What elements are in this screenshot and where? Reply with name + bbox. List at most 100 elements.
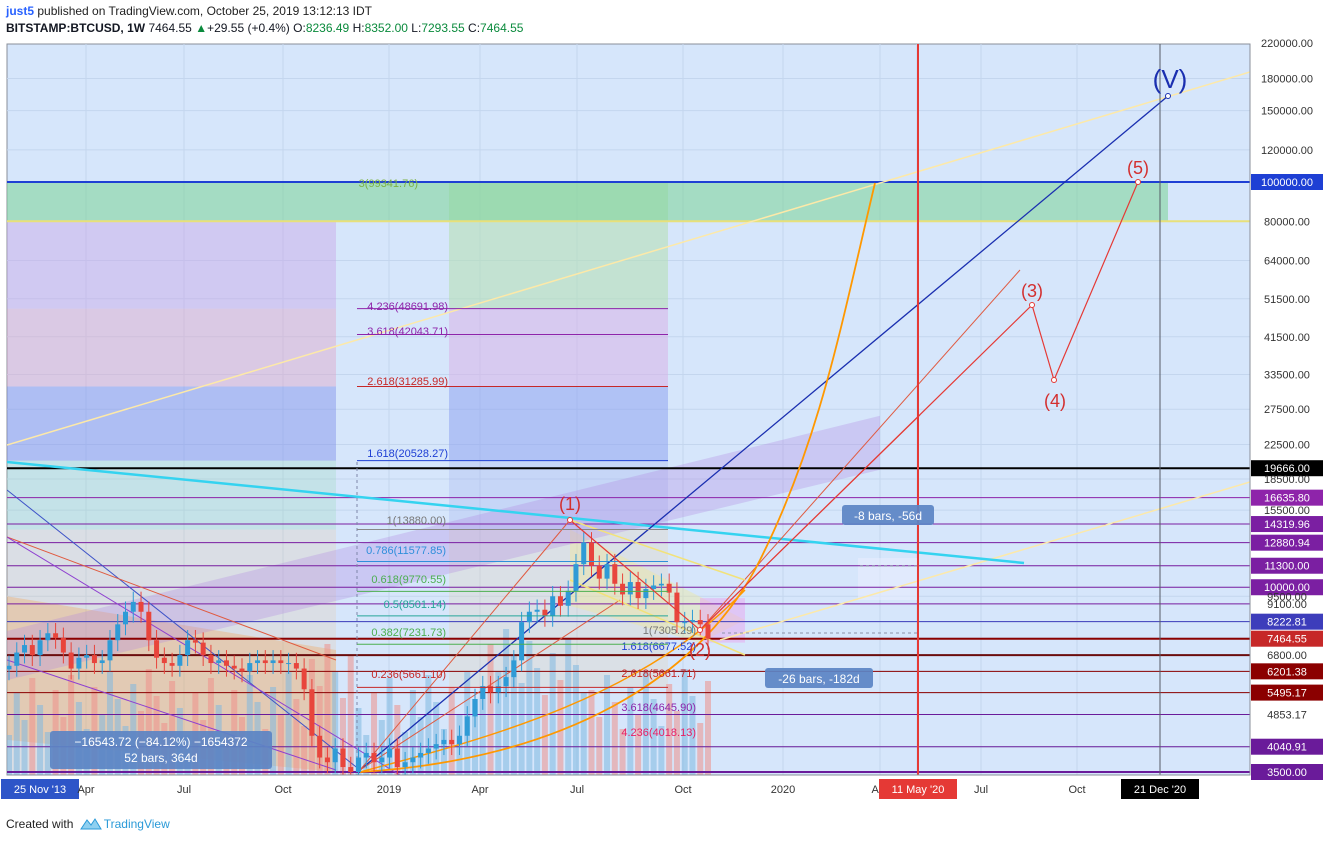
volume-bar xyxy=(246,675,253,775)
time-label-bg xyxy=(1121,779,1199,799)
candle-body xyxy=(293,663,299,669)
candle-body xyxy=(208,655,214,664)
volume-bar xyxy=(324,644,331,775)
time-axis[interactable] xyxy=(7,775,1250,802)
volume-bar xyxy=(169,681,176,775)
price-label-bg xyxy=(1251,579,1323,596)
wave-label: (4) xyxy=(1044,391,1066,411)
candle-body xyxy=(387,748,393,758)
high-value: 8352.00 xyxy=(364,21,408,35)
trend-line-blue-main xyxy=(359,95,1169,771)
price-label: 11300.00 xyxy=(1264,561,1309,573)
volume-bar xyxy=(689,696,696,775)
candle-body xyxy=(29,645,35,656)
fib-label: 1.618(20528.27) xyxy=(367,448,448,460)
wedge-line-upper xyxy=(7,536,337,661)
time-label: Jul xyxy=(570,784,584,796)
last-price: 7464.55 xyxy=(148,21,192,35)
volume-bar xyxy=(130,684,137,775)
candle-body xyxy=(340,748,346,768)
volume-bar xyxy=(37,705,44,775)
candle-body xyxy=(394,748,400,768)
price-label-bg xyxy=(1251,516,1323,533)
fib-label: 2.618(5661.71) xyxy=(621,668,696,680)
candle-body xyxy=(68,652,74,669)
candle-body xyxy=(185,640,191,656)
fib-label: 0.786(11577.85) xyxy=(366,545,446,557)
price-label: 19666.00 xyxy=(1264,463,1310,475)
volume-bar xyxy=(658,726,665,775)
volume-bar xyxy=(642,672,649,775)
measure-tooltip-1-text: 52 bars, 364d xyxy=(124,751,197,765)
candle-body xyxy=(76,657,82,669)
candle-body xyxy=(309,689,315,736)
price-axis[interactable] xyxy=(1250,44,1330,775)
fan-line-4 xyxy=(699,269,1021,631)
price-label: 5495.17 xyxy=(1267,688,1307,700)
time-label: Oct xyxy=(674,784,691,796)
parabolic-curve-orange xyxy=(359,182,876,773)
time-label: 2020 xyxy=(771,784,795,796)
candle-body xyxy=(534,609,540,612)
symbol-label[interactable]: BITSTAMP:BTCUSD, 1W xyxy=(6,21,146,35)
candle-body xyxy=(107,640,113,661)
volume-bar xyxy=(596,717,603,775)
time-label: 2019 xyxy=(377,784,401,796)
created-with-text: Created with xyxy=(6,817,74,831)
candle-body xyxy=(581,542,587,565)
volume-bar xyxy=(145,669,152,775)
volume-bar xyxy=(534,668,541,775)
tradingview-logo-icon xyxy=(79,818,102,830)
fib-label: 0.236(5661.10) xyxy=(371,669,446,681)
measure-tooltip-1 xyxy=(50,731,272,769)
publish-info: just5 published on TradingView.com, Octo… xyxy=(6,4,372,18)
candle-body xyxy=(301,668,307,690)
price-label: 220000.00 xyxy=(1261,38,1313,50)
tradingview-link[interactable]: TradingView xyxy=(103,817,170,831)
volume-bar xyxy=(293,699,300,775)
candle-body xyxy=(651,585,657,590)
candle-body xyxy=(418,752,424,758)
candle-body xyxy=(91,655,97,664)
fib-label: 0.5(8501.14) xyxy=(384,599,446,611)
candle-body xyxy=(526,611,532,623)
volume-bar xyxy=(666,684,673,775)
candle-body xyxy=(53,633,59,638)
candle-body xyxy=(480,686,486,699)
trend-line-yellow-upper xyxy=(7,71,1250,446)
candle-body xyxy=(123,611,128,625)
volume-bar xyxy=(487,644,494,775)
fib-label: 1(7305.29) xyxy=(643,625,696,637)
time-label: 21 Dec '20 xyxy=(1134,784,1186,796)
price-label: 120000.00 xyxy=(1261,145,1313,157)
candle-body xyxy=(705,624,711,639)
price-label-bg xyxy=(1251,764,1323,780)
candle-body xyxy=(666,583,672,593)
change-up-icon: ▲ xyxy=(195,21,208,35)
wave-point xyxy=(697,627,703,633)
candle-body xyxy=(262,660,268,664)
time-label: Oct xyxy=(1068,784,1085,796)
volume-bar xyxy=(355,708,362,775)
candle-body xyxy=(472,698,478,717)
price-label-bg xyxy=(1251,174,1323,190)
price-label: 4853.17 xyxy=(1267,709,1307,721)
publisher-name[interactable]: just5 xyxy=(6,4,35,18)
fib-label: 0.382(7231.73) xyxy=(371,627,446,639)
time-label: Apr xyxy=(471,784,488,796)
candle-body xyxy=(410,757,416,763)
fan-line-2 xyxy=(359,599,621,771)
price-label: 9100.00 xyxy=(1267,599,1307,611)
price-label-bg xyxy=(1251,460,1323,477)
measure-box-bars xyxy=(858,558,918,601)
wave-point xyxy=(1135,179,1141,185)
candle-body xyxy=(674,592,680,623)
time-label: Jul xyxy=(974,784,988,796)
price-label-bg xyxy=(1251,630,1323,647)
candle-body xyxy=(557,596,563,606)
price-label: 15500.00 xyxy=(1264,505,1310,517)
wave-point xyxy=(1165,93,1171,99)
measure-tooltip-3-text: -26 bars, -182d xyxy=(778,672,859,686)
candle-body xyxy=(511,660,517,678)
